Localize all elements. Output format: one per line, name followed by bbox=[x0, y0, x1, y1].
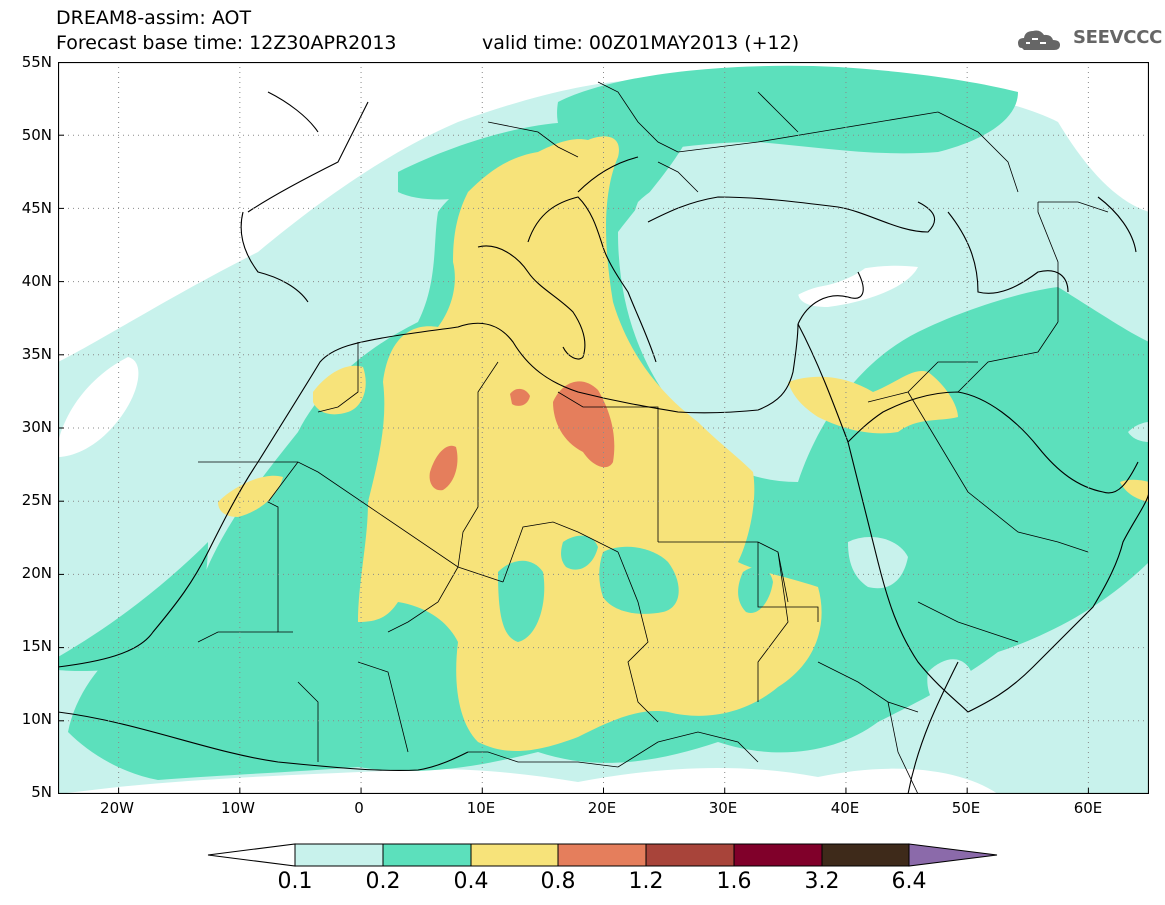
grid-lines bbox=[58, 62, 1149, 794]
colorbar-label-0.1: 0.1 bbox=[277, 869, 313, 894]
lat-label-45n: 45N bbox=[21, 199, 52, 217]
aot-level-0.8-tunisia bbox=[510, 388, 530, 406]
aot-level-0.2-europe bbox=[398, 122, 578, 200]
colorbar-label-1.6: 1.6 bbox=[716, 869, 752, 894]
lon-label-60e: 60E bbox=[1073, 799, 1103, 817]
colorbar-swatch-1.2-1.6 bbox=[645, 843, 735, 867]
colorbar-label-0.8: 0.8 bbox=[540, 869, 576, 894]
aot-level-0.1-gulf bbox=[1128, 422, 1149, 442]
lat-label-40n: 40N bbox=[21, 272, 52, 290]
colorbar-swatch-1.6-3.2 bbox=[733, 843, 823, 867]
colorbar-swatch-0.8-1.2 bbox=[557, 843, 647, 867]
lat-label-15n: 15N bbox=[21, 637, 52, 655]
colorbar-label-0.2: 0.2 bbox=[365, 869, 401, 894]
coastlines bbox=[58, 91, 1149, 794]
colorbar-swatch-0.2-0.4 bbox=[382, 843, 472, 867]
map-panel bbox=[58, 62, 1149, 794]
lat-label-10n: 10N bbox=[21, 710, 52, 728]
aot-level-0.8-libya bbox=[553, 381, 615, 468]
colorbar-swatch-under bbox=[207, 843, 296, 867]
lon-label-50e: 50E bbox=[951, 799, 981, 817]
lat-label-25n: 25N bbox=[21, 491, 52, 509]
logo-text: SEEVCCC bbox=[1073, 27, 1163, 48]
lon-label-10e: 10E bbox=[466, 799, 496, 817]
aot-level-0.8-algeria bbox=[429, 445, 458, 491]
colorbar-swatch-0.1-0.2 bbox=[294, 843, 384, 867]
colorbar-label-6.4: 6.4 bbox=[891, 869, 927, 894]
colorbar-label-0.4: 0.4 bbox=[453, 869, 489, 894]
aot-level-0.2-north bbox=[557, 65, 1018, 162]
lat-label-20n: 20N bbox=[21, 564, 52, 582]
aot-gap-north bbox=[278, 62, 618, 182]
lon-label-30e: 30E bbox=[708, 799, 738, 817]
colorbar bbox=[207, 843, 998, 867]
country-borders bbox=[197, 81, 1109, 794]
lat-label-5n: 5N bbox=[31, 783, 52, 801]
valid-time: valid time: 00Z01MAY2013 (+12) bbox=[482, 32, 800, 54]
forecast-base-time: Forecast base time: 12Z30APR2013 bbox=[56, 32, 397, 54]
aot-level-0.4-arabia bbox=[788, 371, 958, 434]
chart-title: DREAM8-assim: AOT bbox=[56, 7, 252, 29]
tick-marks bbox=[58, 62, 1089, 794]
aot-level-0.2-niger bbox=[561, 535, 598, 570]
cloud-logo-icon bbox=[1018, 30, 1060, 50]
aot-level-0.2-sudan-west bbox=[599, 546, 679, 614]
aot-level-0.4-morocco bbox=[313, 365, 366, 415]
lon-label-20e: 20E bbox=[587, 799, 617, 817]
lat-label-50n: 50N bbox=[21, 126, 52, 144]
lat-label-30n: 30N bbox=[21, 418, 52, 436]
lon-label-0: 0 bbox=[354, 799, 364, 817]
lat-label-55n: 55N bbox=[21, 53, 52, 71]
aot-map bbox=[58, 62, 1149, 794]
aot-level-0.4-mauritania bbox=[218, 475, 283, 517]
aot-level-0.2-sudan-east bbox=[738, 566, 773, 613]
lon-label-20w: 20W bbox=[100, 799, 134, 817]
colorbar-swatch-0.4-0.8 bbox=[470, 843, 559, 867]
aot-level-0.2-chad bbox=[498, 560, 545, 642]
aot-level-0.4-gulf bbox=[1120, 479, 1149, 502]
aot-level-0.1-turkey bbox=[628, 172, 888, 403]
colorbar-swatch-over bbox=[908, 843, 998, 867]
colorbar-label-3.2: 3.2 bbox=[804, 869, 840, 894]
colorbar-label-1.2: 1.2 bbox=[628, 869, 664, 894]
lon-label-10w: 10W bbox=[221, 799, 255, 817]
colorbar-swatch-3.2-6.4 bbox=[821, 843, 910, 867]
lat-label-35n: 35N bbox=[21, 345, 52, 363]
aot-level-0.1-ethiopia bbox=[927, 659, 973, 709]
lon-label-40e: 40E bbox=[830, 799, 860, 817]
aot-level-0.2-west bbox=[58, 542, 208, 672]
